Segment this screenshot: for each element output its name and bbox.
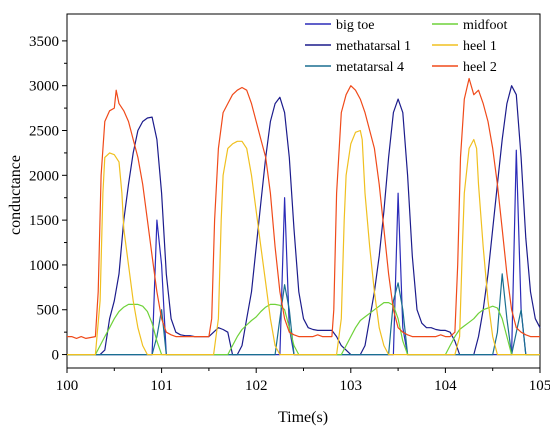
series-lines xyxy=(67,77,541,356)
legend-label: heel 2 xyxy=(463,60,497,75)
x-tick-label: 101 xyxy=(150,378,173,394)
series-line-heel-1 xyxy=(67,129,540,356)
series-line-methatarsal-1 xyxy=(67,85,541,356)
y-tick-label: 3500 xyxy=(29,34,59,50)
y-tick-label: 2000 xyxy=(29,168,59,184)
x-axis-ticks: 100 101 102 103 104 105 xyxy=(56,368,550,394)
y-axis-ticks: 0 500 1000 1500 2000 2500 3000 3500 xyxy=(29,34,67,364)
y-tick-label: 1000 xyxy=(29,258,59,274)
y-tick-label: 1500 xyxy=(29,213,59,229)
x-tick-label: 104 xyxy=(434,378,457,394)
x-tick-label: 103 xyxy=(340,378,363,394)
y-tick-label: 3000 xyxy=(29,79,59,95)
y-axis-title: conductance xyxy=(7,155,24,235)
legend-label: methatarsal 1 xyxy=(336,39,411,54)
x-axis-title: Time(s) xyxy=(278,409,328,426)
legend: big toe methatarsal 1 metatarsal 4 midfoot h… xyxy=(305,18,507,75)
x-tick-label: 105 xyxy=(529,378,550,394)
x-tick-label: 100 xyxy=(56,378,79,394)
series-line-metatarsal-4 xyxy=(67,273,540,356)
y-tick-label: 0 xyxy=(52,348,60,364)
legend-label: midfoot xyxy=(463,18,507,33)
series-line-big-toe xyxy=(67,149,540,356)
legend-label: heel 1 xyxy=(463,39,497,54)
y-tick-label: 500 xyxy=(37,303,60,319)
legend-label: big toe xyxy=(336,18,375,33)
series-line-heel-2 xyxy=(67,77,540,339)
x-tick-label: 102 xyxy=(245,378,268,394)
legend-label: metatarsal 4 xyxy=(336,60,404,75)
y-tick-label: 2500 xyxy=(29,124,59,140)
